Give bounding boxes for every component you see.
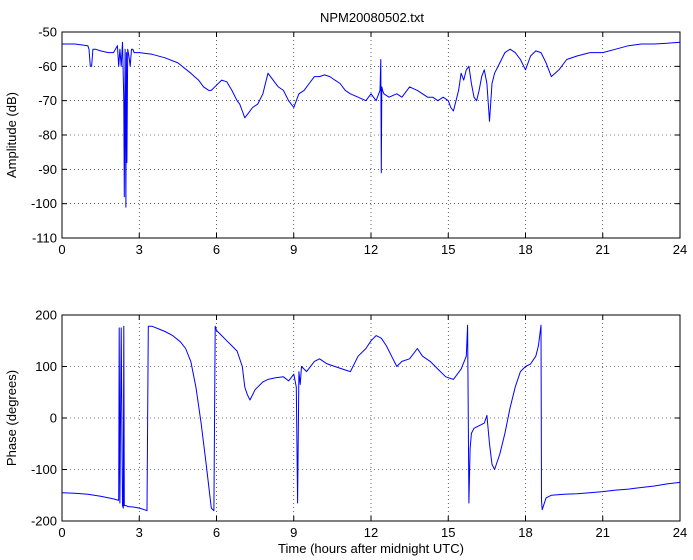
amplitude-y-axis-label: Amplitude (dB) <box>4 92 19 178</box>
phase-xtick-label-5: 15 <box>441 525 455 540</box>
amplitude-ytick-label-3: -80 <box>38 128 57 143</box>
phase-xtick-label-8: 24 <box>673 525 687 540</box>
phase-xtick-label-7: 21 <box>596 525 610 540</box>
amplitude-xtick-label-6: 18 <box>518 242 532 257</box>
phase-series <box>61 324 681 512</box>
figure-title: NPM20080502.txt <box>320 10 424 25</box>
phase-xtick-label-2: 6 <box>213 525 220 540</box>
amplitude-xtick-label-7: 21 <box>596 242 610 257</box>
phase-ytick-label-3: 100 <box>35 359 57 374</box>
phase-y-axis-label: Phase (degrees) <box>4 370 19 466</box>
amplitude-grid <box>62 32 680 238</box>
amplitude-xtick-label-8: 24 <box>673 242 687 257</box>
amplitude-xtick-label-3: 9 <box>290 242 297 257</box>
phase-ytick-label-0: -200 <box>31 514 57 529</box>
phase-xtick-label-1: 3 <box>136 525 143 540</box>
amplitude-ticks: 0 3 6 9 12 15 18 21 24 -110 -100 -90 -80 -70 -60 -50 <box>31 25 687 258</box>
amplitude-series <box>62 41 681 208</box>
amplitude-ytick-label-4: -70 <box>38 93 57 108</box>
phase-panel: 0 3 6 9 12 15 18 21 24 -200 -100 0 100 200 Phase (deg… <box>4 308 687 541</box>
phase-ytick-label-4: 200 <box>35 308 57 323</box>
phase-series-line-0 <box>61 324 681 512</box>
phase-xtick-label-6: 18 <box>518 525 532 540</box>
phase-xtick-label-3: 9 <box>290 525 297 540</box>
amplitude-xtick-label-4: 12 <box>364 242 378 257</box>
amplitude-ytick-label-2: -90 <box>38 162 57 177</box>
phase-grid <box>62 315 680 521</box>
amplitude-xtick-label-5: 15 <box>441 242 455 257</box>
phase-xtick-label-4: 12 <box>364 525 378 540</box>
amplitude-ytick-label-0: -110 <box>32 231 57 246</box>
amplitude-series-line-0 <box>62 41 681 208</box>
amplitude-panel: 0 3 6 9 12 15 18 21 24 -110 -100 -90 -80 -70 -60 -50 Am… <box>4 25 687 258</box>
amplitude-xtick-label-1: 3 <box>136 242 143 257</box>
amplitude-ytick-label-1: -100 <box>31 196 57 211</box>
amplitude-xtick-label-0: 0 <box>58 242 65 257</box>
amplitude-ytick-label-6: -50 <box>38 25 57 40</box>
amplitude-ytick-label-5: -60 <box>38 59 57 74</box>
x-axis-label: Time (hours after midnight UTC) <box>278 541 464 556</box>
phase-ytick-label-1: -100 <box>31 462 57 477</box>
phase-ticks: 0 3 6 9 12 15 18 21 24 -200 -100 0 100 200 <box>31 308 687 541</box>
phase-ytick-label-2: 0 <box>50 411 57 426</box>
phase-xtick-label-0: 0 <box>58 525 65 540</box>
amplitude-xtick-label-2: 6 <box>213 242 220 257</box>
